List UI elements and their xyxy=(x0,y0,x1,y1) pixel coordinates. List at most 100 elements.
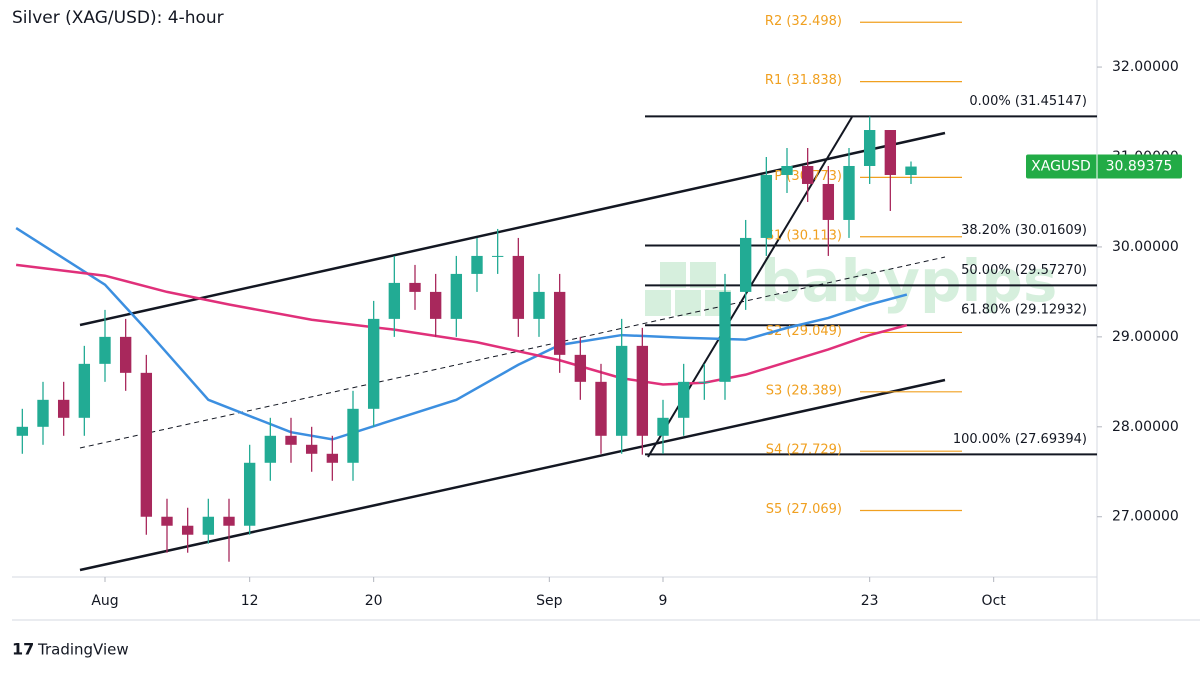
channel-lower xyxy=(79,378,946,572)
candle xyxy=(781,148,793,193)
candle-body xyxy=(119,336,132,373)
x-tick-label: 20 xyxy=(365,593,383,609)
candle-body xyxy=(409,282,421,292)
candle xyxy=(429,273,442,337)
candle-body xyxy=(223,516,235,526)
pivot-label: S1 (30.113) xyxy=(766,228,842,243)
candle xyxy=(57,381,70,436)
x-tick-label: Aug xyxy=(91,593,118,609)
candle xyxy=(181,507,194,553)
footer-logo: 17 TradingView xyxy=(12,640,129,659)
candle-body xyxy=(202,516,215,535)
candle xyxy=(347,390,359,481)
candle xyxy=(37,381,49,445)
candle-body xyxy=(801,165,814,184)
candle-body xyxy=(450,273,463,319)
pivot-label: R1 (31.838) xyxy=(765,73,842,88)
candle xyxy=(471,237,483,292)
candle xyxy=(677,363,690,436)
candle xyxy=(822,165,835,256)
candle-body xyxy=(615,345,628,436)
y-tick-label: 30.00000 xyxy=(1112,239,1179,255)
candle xyxy=(657,399,669,454)
y-tick-label: 28.00000 xyxy=(1112,419,1179,435)
pivot-label: S4 (27.729) xyxy=(766,443,842,458)
candle-body xyxy=(326,453,339,463)
y-tick-label: 29.00000 xyxy=(1112,329,1179,345)
candle-body xyxy=(491,255,504,257)
candle xyxy=(533,273,545,337)
candle xyxy=(367,300,380,427)
candle xyxy=(636,327,649,455)
candle xyxy=(553,273,566,373)
candle-body xyxy=(822,183,835,220)
price-tag-symbol: XAGUSD xyxy=(1031,159,1091,175)
candle-body xyxy=(305,444,318,454)
price-tag-value: 30.89375 xyxy=(1106,159,1173,175)
candle-body xyxy=(760,174,773,238)
candle xyxy=(99,309,111,382)
candle xyxy=(264,417,277,481)
channel-upper xyxy=(79,131,946,327)
candle-body xyxy=(636,345,649,436)
candle xyxy=(615,318,628,454)
candle-body xyxy=(595,381,607,436)
pivot-label: S3 (28.389) xyxy=(766,383,842,398)
candle xyxy=(450,255,463,337)
candle-body xyxy=(57,399,70,418)
candle-body xyxy=(388,282,401,319)
candle xyxy=(326,435,339,481)
candle-body xyxy=(367,318,380,409)
watermark-text: babypips xyxy=(760,247,1057,315)
candle xyxy=(223,498,235,562)
candle-body xyxy=(181,525,194,535)
candle xyxy=(905,161,917,184)
fib-label: 100.00% (27.69394) xyxy=(953,432,1087,447)
candle xyxy=(285,417,297,463)
x-tick-label: 12 xyxy=(241,593,259,609)
candle-body xyxy=(512,255,525,319)
moving-average xyxy=(15,263,908,386)
brand: TradingView xyxy=(37,641,129,659)
candle-body xyxy=(429,291,442,319)
candle-body xyxy=(863,130,876,166)
candle-body xyxy=(698,381,711,383)
candle xyxy=(161,498,173,553)
candle-body xyxy=(243,462,256,526)
candle xyxy=(512,237,525,337)
candle xyxy=(595,363,607,454)
candle xyxy=(16,408,29,454)
candle-body xyxy=(99,336,111,364)
candle xyxy=(243,444,256,535)
candle-body xyxy=(843,165,855,220)
candle-body xyxy=(161,516,173,526)
candle-body xyxy=(884,130,897,175)
candle xyxy=(719,273,731,400)
candle xyxy=(843,148,855,238)
candle-body xyxy=(471,255,483,274)
candle-body xyxy=(657,417,669,436)
fib-label: 61.80% (29.12932) xyxy=(961,303,1087,318)
candle xyxy=(760,156,773,256)
candle-body xyxy=(140,372,153,517)
x-tick-label: 23 xyxy=(861,593,879,609)
candle xyxy=(574,336,587,400)
x-tick-label: 9 xyxy=(659,593,668,609)
candle-body xyxy=(719,291,731,382)
candle-body xyxy=(553,291,566,355)
channel-mid xyxy=(79,256,946,449)
candle-body xyxy=(781,165,793,175)
candle xyxy=(739,219,752,310)
price-tag xyxy=(1026,154,1182,179)
logo-mark: 17 xyxy=(12,640,34,659)
candle-body xyxy=(78,363,91,418)
candle xyxy=(78,345,91,436)
watermark: babypips xyxy=(645,247,1057,316)
y-tick-label: 32.00000 xyxy=(1112,59,1179,75)
candle xyxy=(305,426,318,472)
candle xyxy=(409,264,421,310)
fib-label: 38.20% (30.01609) xyxy=(961,223,1087,238)
candle-body xyxy=(739,237,752,292)
moving-average xyxy=(15,226,908,441)
